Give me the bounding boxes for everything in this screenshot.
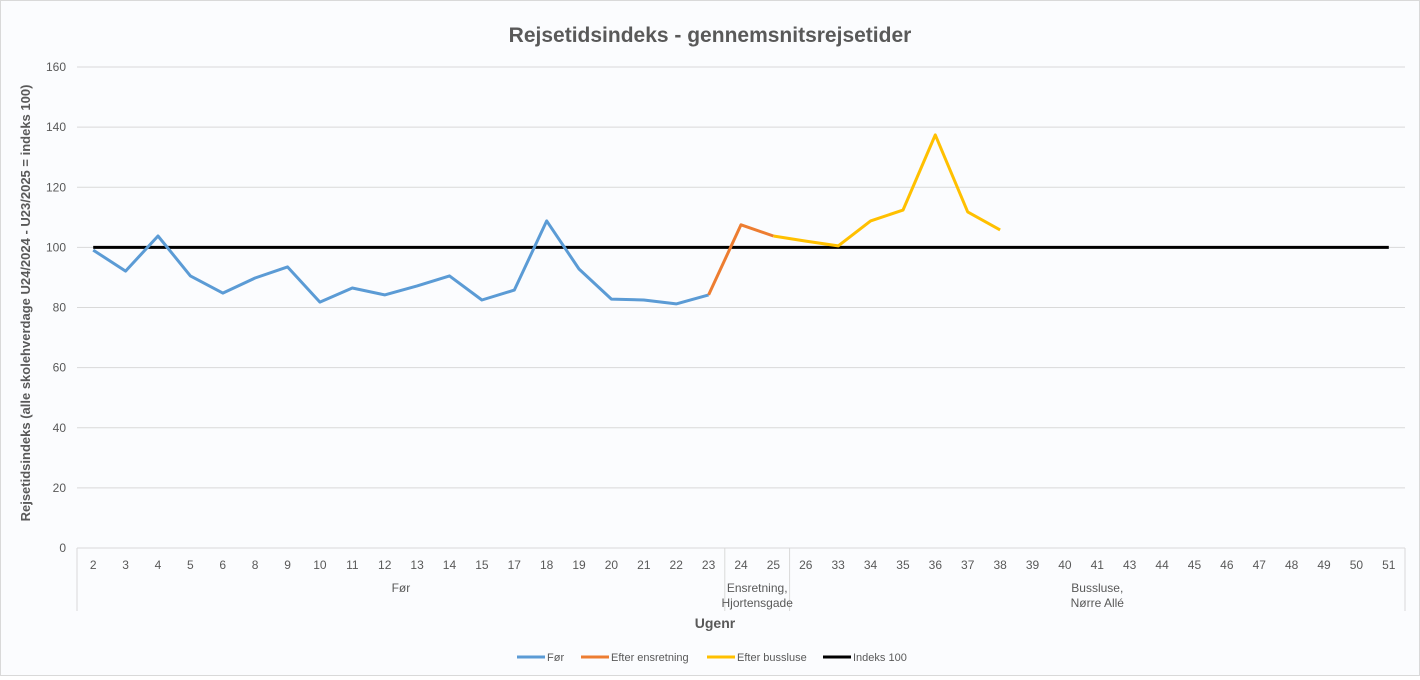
x-tick-label: 26: [799, 558, 813, 572]
x-tick-label: 39: [1026, 558, 1040, 572]
legend-label: Før: [547, 652, 564, 664]
x-tick-label: 22: [670, 558, 684, 572]
y-axis-label: Rejsetidsindeks (alle skolehverdage U24/…: [18, 85, 33, 522]
x-tick-label: 34: [864, 558, 878, 572]
y-tick-label: 0: [59, 541, 66, 555]
x-tick-label: 10: [313, 558, 327, 572]
x-tick-label: 6: [219, 558, 226, 572]
x-tick-label: 15: [475, 558, 489, 572]
y-tick-label: 40: [53, 421, 67, 435]
x-tick-label: 47: [1253, 558, 1267, 572]
x-tick-label: 19: [572, 558, 586, 572]
x-tick-label: 45: [1188, 558, 1202, 572]
x-tick-label: 24: [734, 558, 748, 572]
x-tick-label: 25: [767, 558, 781, 572]
legend-label: Efter bussluse: [737, 652, 807, 664]
group-label: Bussluse,: [1071, 581, 1123, 595]
legend-label: Indeks 100: [853, 652, 907, 664]
y-tick-label: 140: [46, 120, 66, 134]
x-tick-label: 2: [90, 558, 97, 572]
x-tick-label: 41: [1091, 558, 1105, 572]
series-line-0: [92, 219, 710, 306]
x-tick-label: 21: [637, 558, 651, 572]
x-tick-label: 51: [1382, 558, 1396, 572]
x-tick-label: 3: [122, 558, 129, 572]
x-tick-label: 43: [1123, 558, 1137, 572]
y-tick-label: 80: [53, 301, 67, 315]
x-tick-label: 17: [508, 558, 522, 572]
x-tick-label: 13: [410, 558, 424, 572]
x-tick-label: 11: [346, 558, 359, 572]
series-line-2: [773, 133, 1001, 248]
x-tick-label: 50: [1350, 558, 1364, 572]
x-tick-label: 38: [993, 558, 1007, 572]
x-tick-label: 12: [378, 558, 392, 572]
series-line-1: [707, 223, 774, 296]
x-tick-label: 9: [284, 558, 291, 572]
x-tick-label: 4: [155, 558, 162, 572]
x-axis-label: Ugenr: [695, 615, 736, 631]
group-label: Hjortensgade: [721, 596, 793, 610]
x-tick-label: 14: [443, 558, 457, 572]
y-tick-label: 120: [46, 180, 66, 194]
group-label: Før: [392, 581, 411, 595]
x-tick-label: 48: [1285, 558, 1299, 572]
group-label: Ensretning,: [727, 581, 788, 595]
x-tick-label: 5: [187, 558, 194, 572]
x-tick-label: 40: [1058, 558, 1072, 572]
x-tick-label: 49: [1317, 558, 1331, 572]
x-tick-label: 46: [1220, 558, 1234, 572]
x-tick-label: 23: [702, 558, 716, 572]
x-tick-label: 18: [540, 558, 554, 572]
group-label: Nørre Allé: [1071, 596, 1125, 610]
x-tick-label: 35: [896, 558, 910, 572]
y-tick-label: 20: [53, 481, 67, 495]
y-tick-label: 60: [53, 361, 67, 375]
x-tick-label: 8: [252, 558, 259, 572]
y-tick-label: 160: [46, 60, 66, 74]
x-tick-label: 36: [929, 558, 943, 572]
x-tick-label: 44: [1155, 558, 1169, 572]
chart-title: Rejsetidsindeks - gennemsnitsrejsetider: [509, 24, 912, 47]
x-tick-label: 37: [961, 558, 975, 572]
x-tick-label: 20: [605, 558, 619, 572]
y-tick-label: 100: [46, 240, 66, 254]
x-tick-label: 33: [831, 558, 845, 572]
legend-label: Efter ensretning: [611, 652, 689, 664]
